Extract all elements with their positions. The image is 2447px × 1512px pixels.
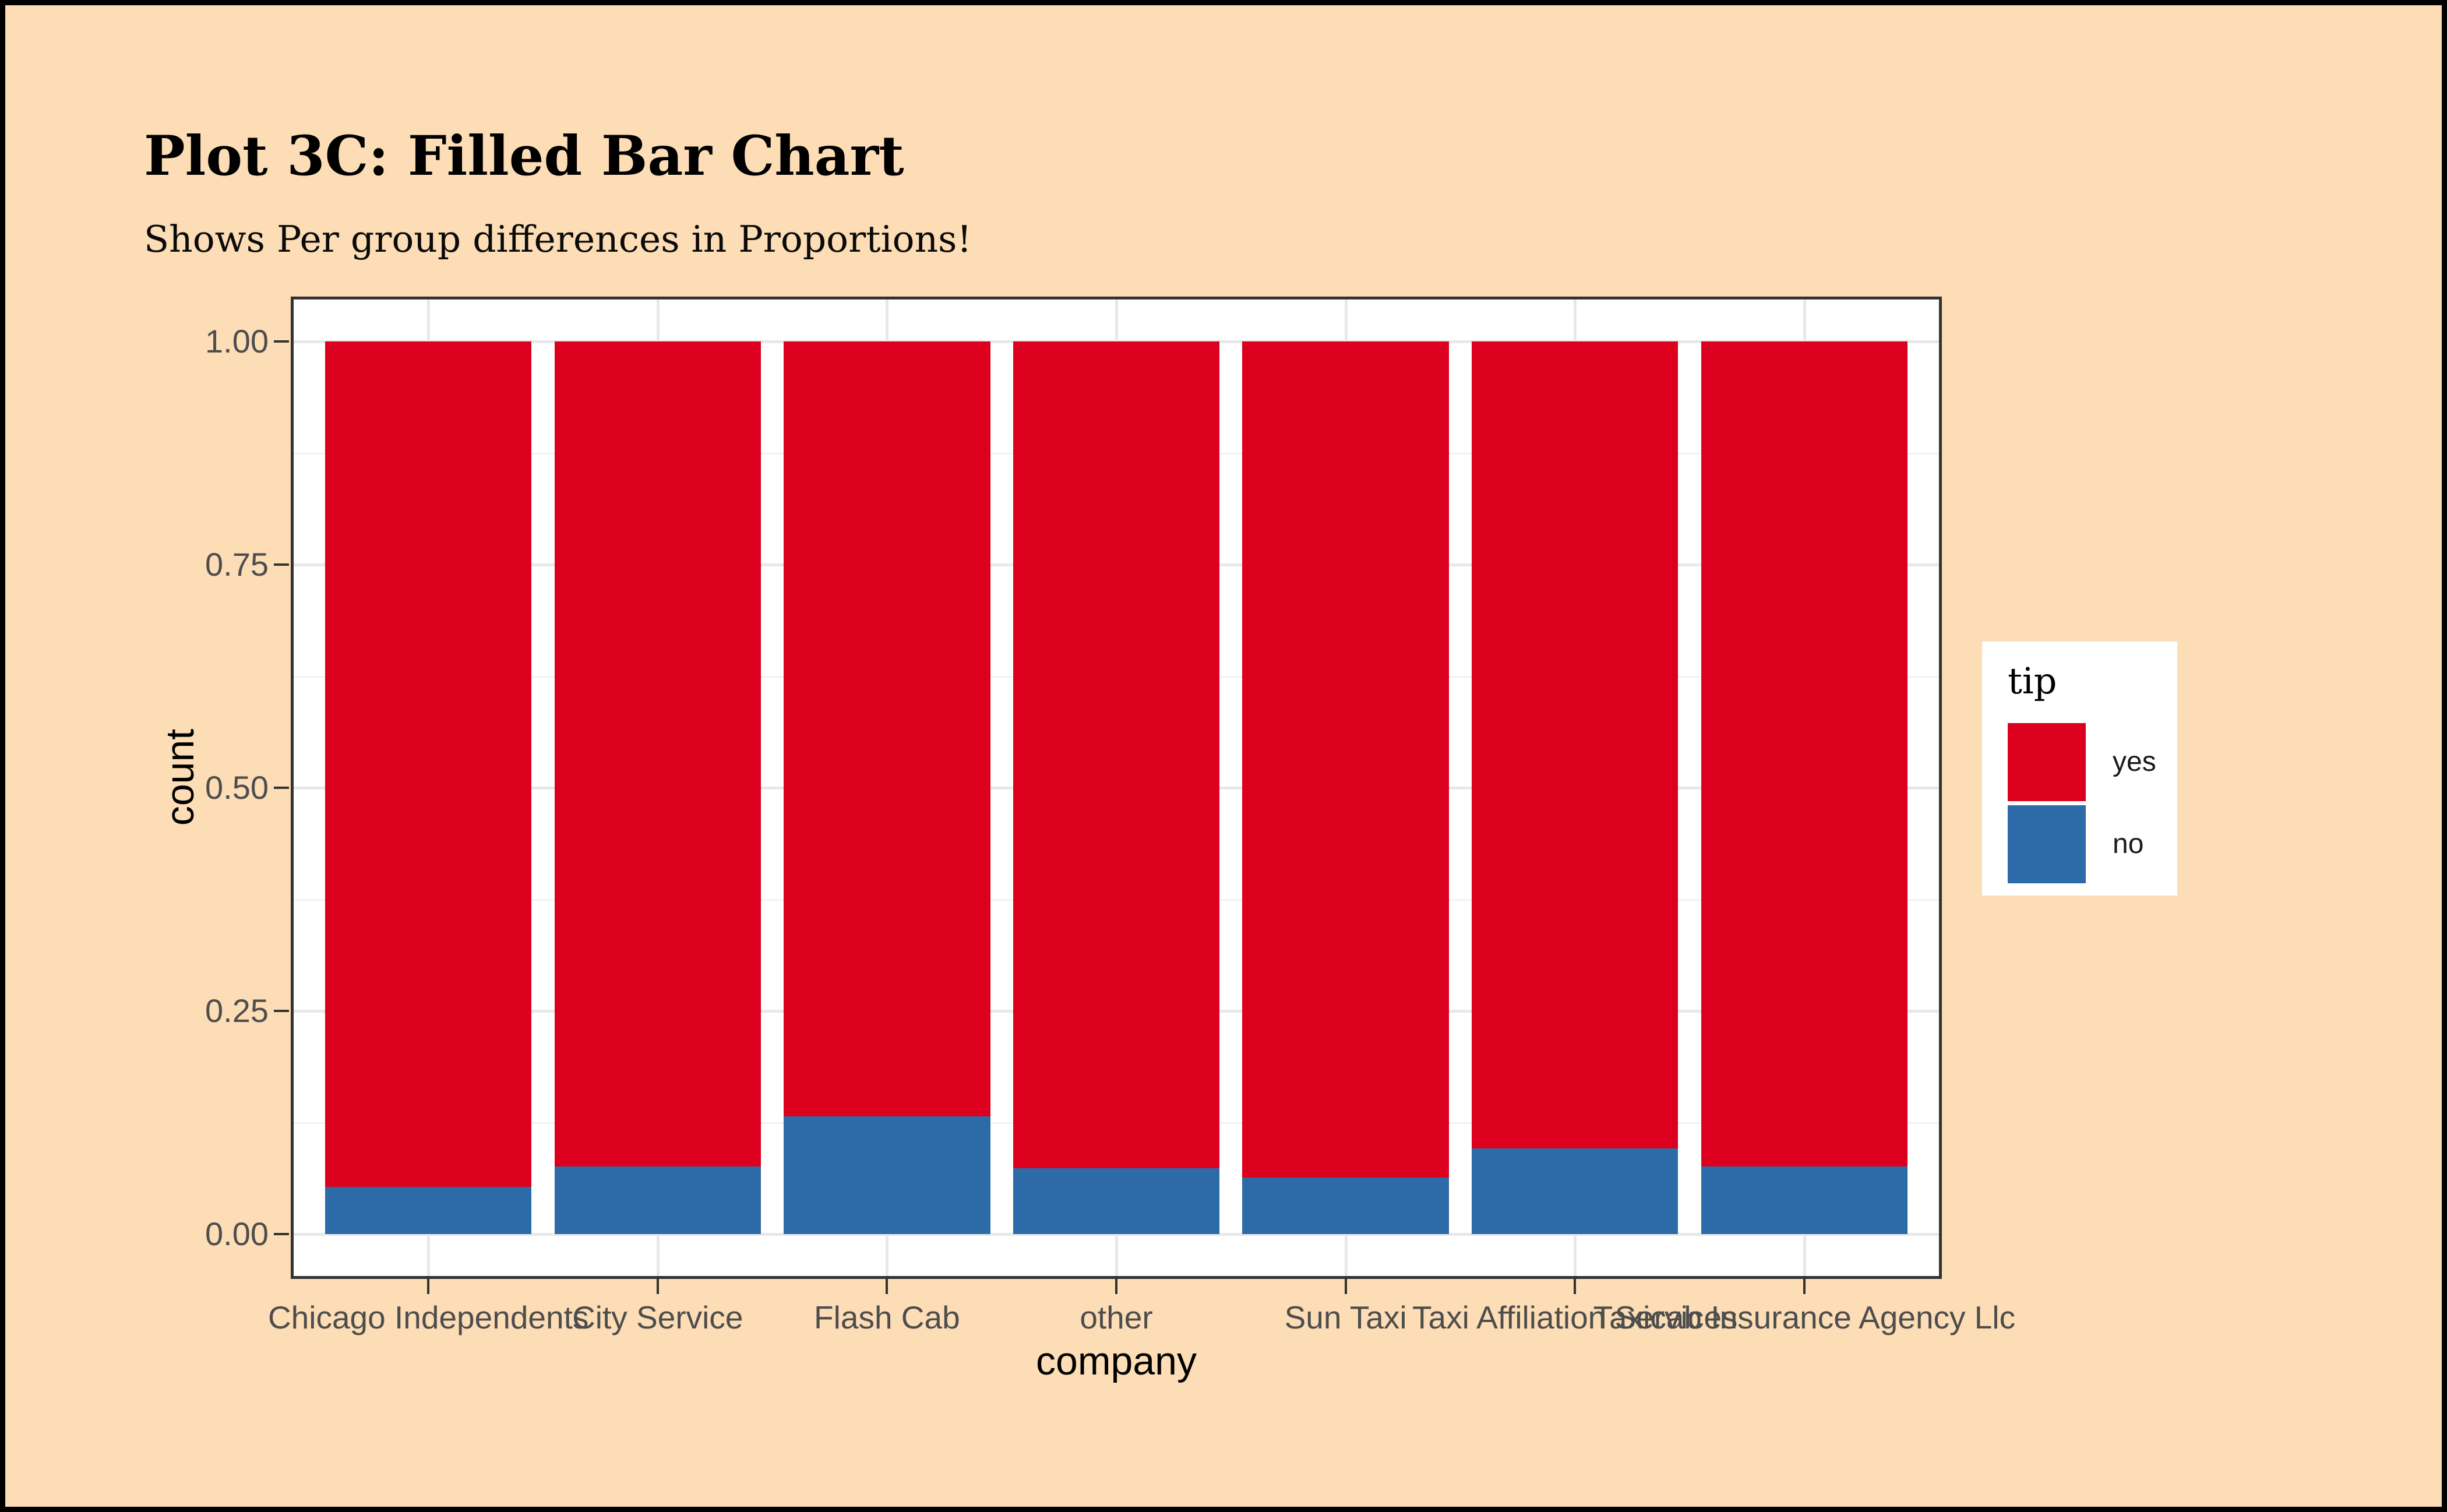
y-tick-label: 1.00 [205,323,269,360]
y-tick-label: 0.50 [205,769,269,806]
legend: tip yes no [1982,642,2177,896]
y-tick-label: 0.00 [205,1215,269,1252]
bar-segment-yes [784,341,990,1116]
bar-segment-no [554,1166,761,1234]
plot-subtitle: Shows Per group differences in Proportio… [144,218,972,260]
y-axis-title: count [158,728,202,826]
x-tick-label: Taxicab Insurance Agency Llc [1593,1299,2016,1335]
plot-panel [291,297,1942,1279]
x-tick [427,1279,430,1294]
x-tick [886,1279,888,1294]
bar-segment-no [784,1116,990,1234]
y-tick [274,563,289,566]
x-tick [1574,1279,1577,1294]
y-tick [274,1010,289,1012]
legend-key-yes [2008,723,2086,801]
y-tick-label: 0.25 [205,992,269,1029]
x-tick [1115,1279,1117,1294]
bar-segment-yes [1013,341,1220,1168]
bar-segment-no [1013,1168,1220,1234]
plot-title: Plot 3C: Filled Bar Chart [144,124,904,188]
x-tick-label: Sun Taxi [1284,1299,1407,1335]
legend-title: tip [2008,660,2057,702]
x-tick-label: Flash Cab [814,1299,960,1335]
bar-segment-no [325,1186,532,1234]
y-tick [274,340,289,343]
legend-label: no [2113,829,2144,859]
x-tick-label: Chicago Independents [267,1299,589,1335]
y-tick [274,787,289,789]
bar-segment-yes [1701,341,1907,1166]
legend-key-no [2008,805,2086,883]
bar-segment-no [1472,1148,1679,1234]
x-tick [656,1279,659,1294]
x-tick [1344,1279,1347,1294]
x-tick-label: City Service [572,1299,743,1335]
bar-segment-yes [1472,341,1679,1148]
legend-label: yes [2113,746,2156,777]
y-tick [274,1233,289,1235]
x-tick [1803,1279,1806,1294]
bar-segment-no [1701,1166,1907,1234]
x-axis-title: company [1036,1339,1197,1383]
bar-segment-no [1242,1178,1449,1234]
bar-segment-yes [554,341,761,1166]
bar-segment-yes [1242,341,1449,1178]
bar-segment-yes [325,341,532,1187]
x-tick-label: Taxi Affiliation Services [1412,1299,1738,1335]
x-tick-label: other [1080,1299,1153,1335]
y-tick-label: 0.75 [205,546,269,583]
